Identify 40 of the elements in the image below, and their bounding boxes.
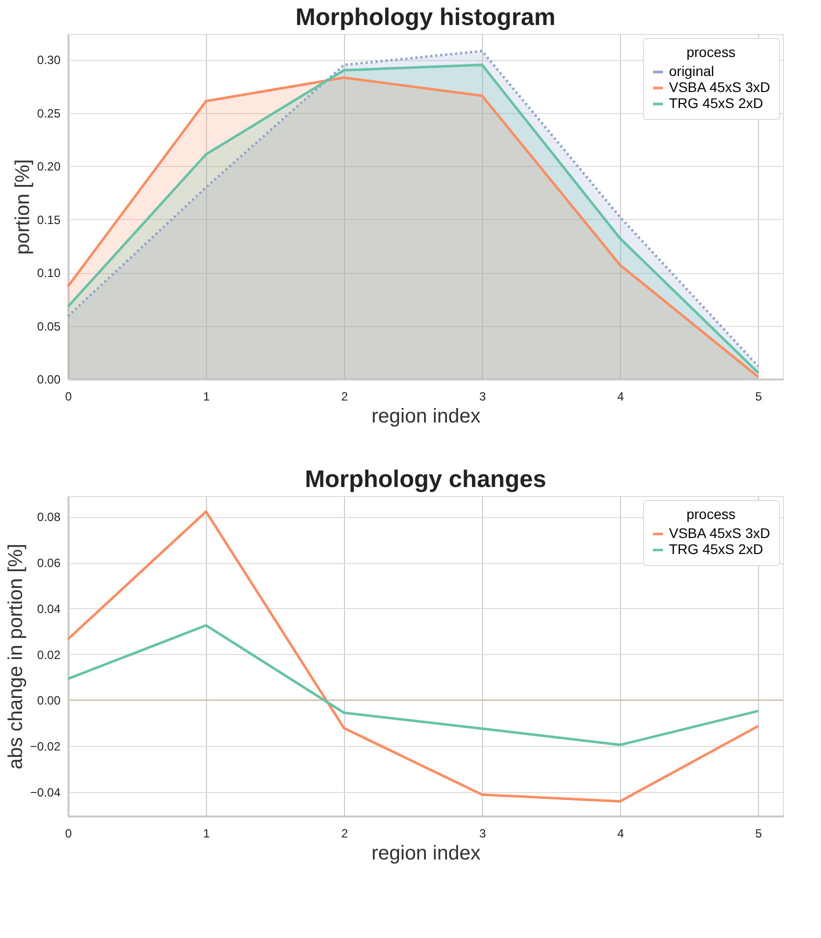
x-tick-label: 0 bbox=[65, 826, 72, 840]
x-tick-label: 5 bbox=[755, 390, 762, 404]
y-tick-label: −0.02 bbox=[30, 740, 61, 754]
legend-label: TRG 45xS 2xD bbox=[669, 95, 764, 111]
y-axis-title: abs change in portion [%] bbox=[5, 544, 28, 770]
legend-label: original bbox=[669, 63, 714, 79]
y-tick-label: 0.04 bbox=[37, 602, 61, 616]
y-tick-label: 0.05 bbox=[37, 319, 61, 334]
x-axis-title: region index bbox=[372, 406, 480, 428]
y-tick-label: 0.02 bbox=[37, 648, 61, 662]
y-tick-label: −0.04 bbox=[30, 785, 61, 800]
x-tick-label: 0 bbox=[65, 390, 72, 404]
y-tick-label: 0.20 bbox=[37, 160, 61, 174]
x-tick-label: 1 bbox=[203, 390, 210, 404]
x-tick-label: 3 bbox=[479, 826, 486, 840]
x-tick-label: 2 bbox=[341, 390, 348, 404]
x-tick-label: 1 bbox=[203, 826, 210, 840]
y-tick-label: 0.00 bbox=[37, 372, 61, 386]
x-tick-label: 4 bbox=[617, 390, 624, 404]
x-axis-title: region index bbox=[372, 842, 480, 864]
legend-title: process bbox=[686, 506, 736, 522]
x-tick-label: 2 bbox=[341, 826, 348, 840]
x-tick-label: 5 bbox=[755, 826, 762, 840]
legend-title: process bbox=[686, 44, 736, 60]
x-tick-label: 4 bbox=[617, 826, 624, 840]
y-tick-label: 0.06 bbox=[37, 556, 61, 570]
legend-label: VSBA 45xS 3xD bbox=[669, 525, 770, 541]
legend-label: VSBA 45xS 3xD bbox=[669, 79, 770, 95]
y-axis-title: portion [%] bbox=[12, 159, 34, 255]
legend-label: TRG 45xS 2xD bbox=[669, 541, 764, 557]
y-tick-label: 0.10 bbox=[37, 266, 61, 280]
y-tick-label: 0.25 bbox=[37, 106, 61, 120]
x-tick-label: 3 bbox=[479, 390, 486, 404]
chart-title: Morphology histogram bbox=[296, 4, 556, 31]
y-tick-label: 0.30 bbox=[37, 53, 61, 68]
y-tick-label: 0.08 bbox=[37, 510, 61, 524]
chart-title: Morphology changes bbox=[304, 466, 546, 493]
y-tick-label: 0.15 bbox=[37, 212, 61, 227]
line-series bbox=[66, 624, 760, 746]
y-tick-label: 0.00 bbox=[37, 694, 61, 708]
